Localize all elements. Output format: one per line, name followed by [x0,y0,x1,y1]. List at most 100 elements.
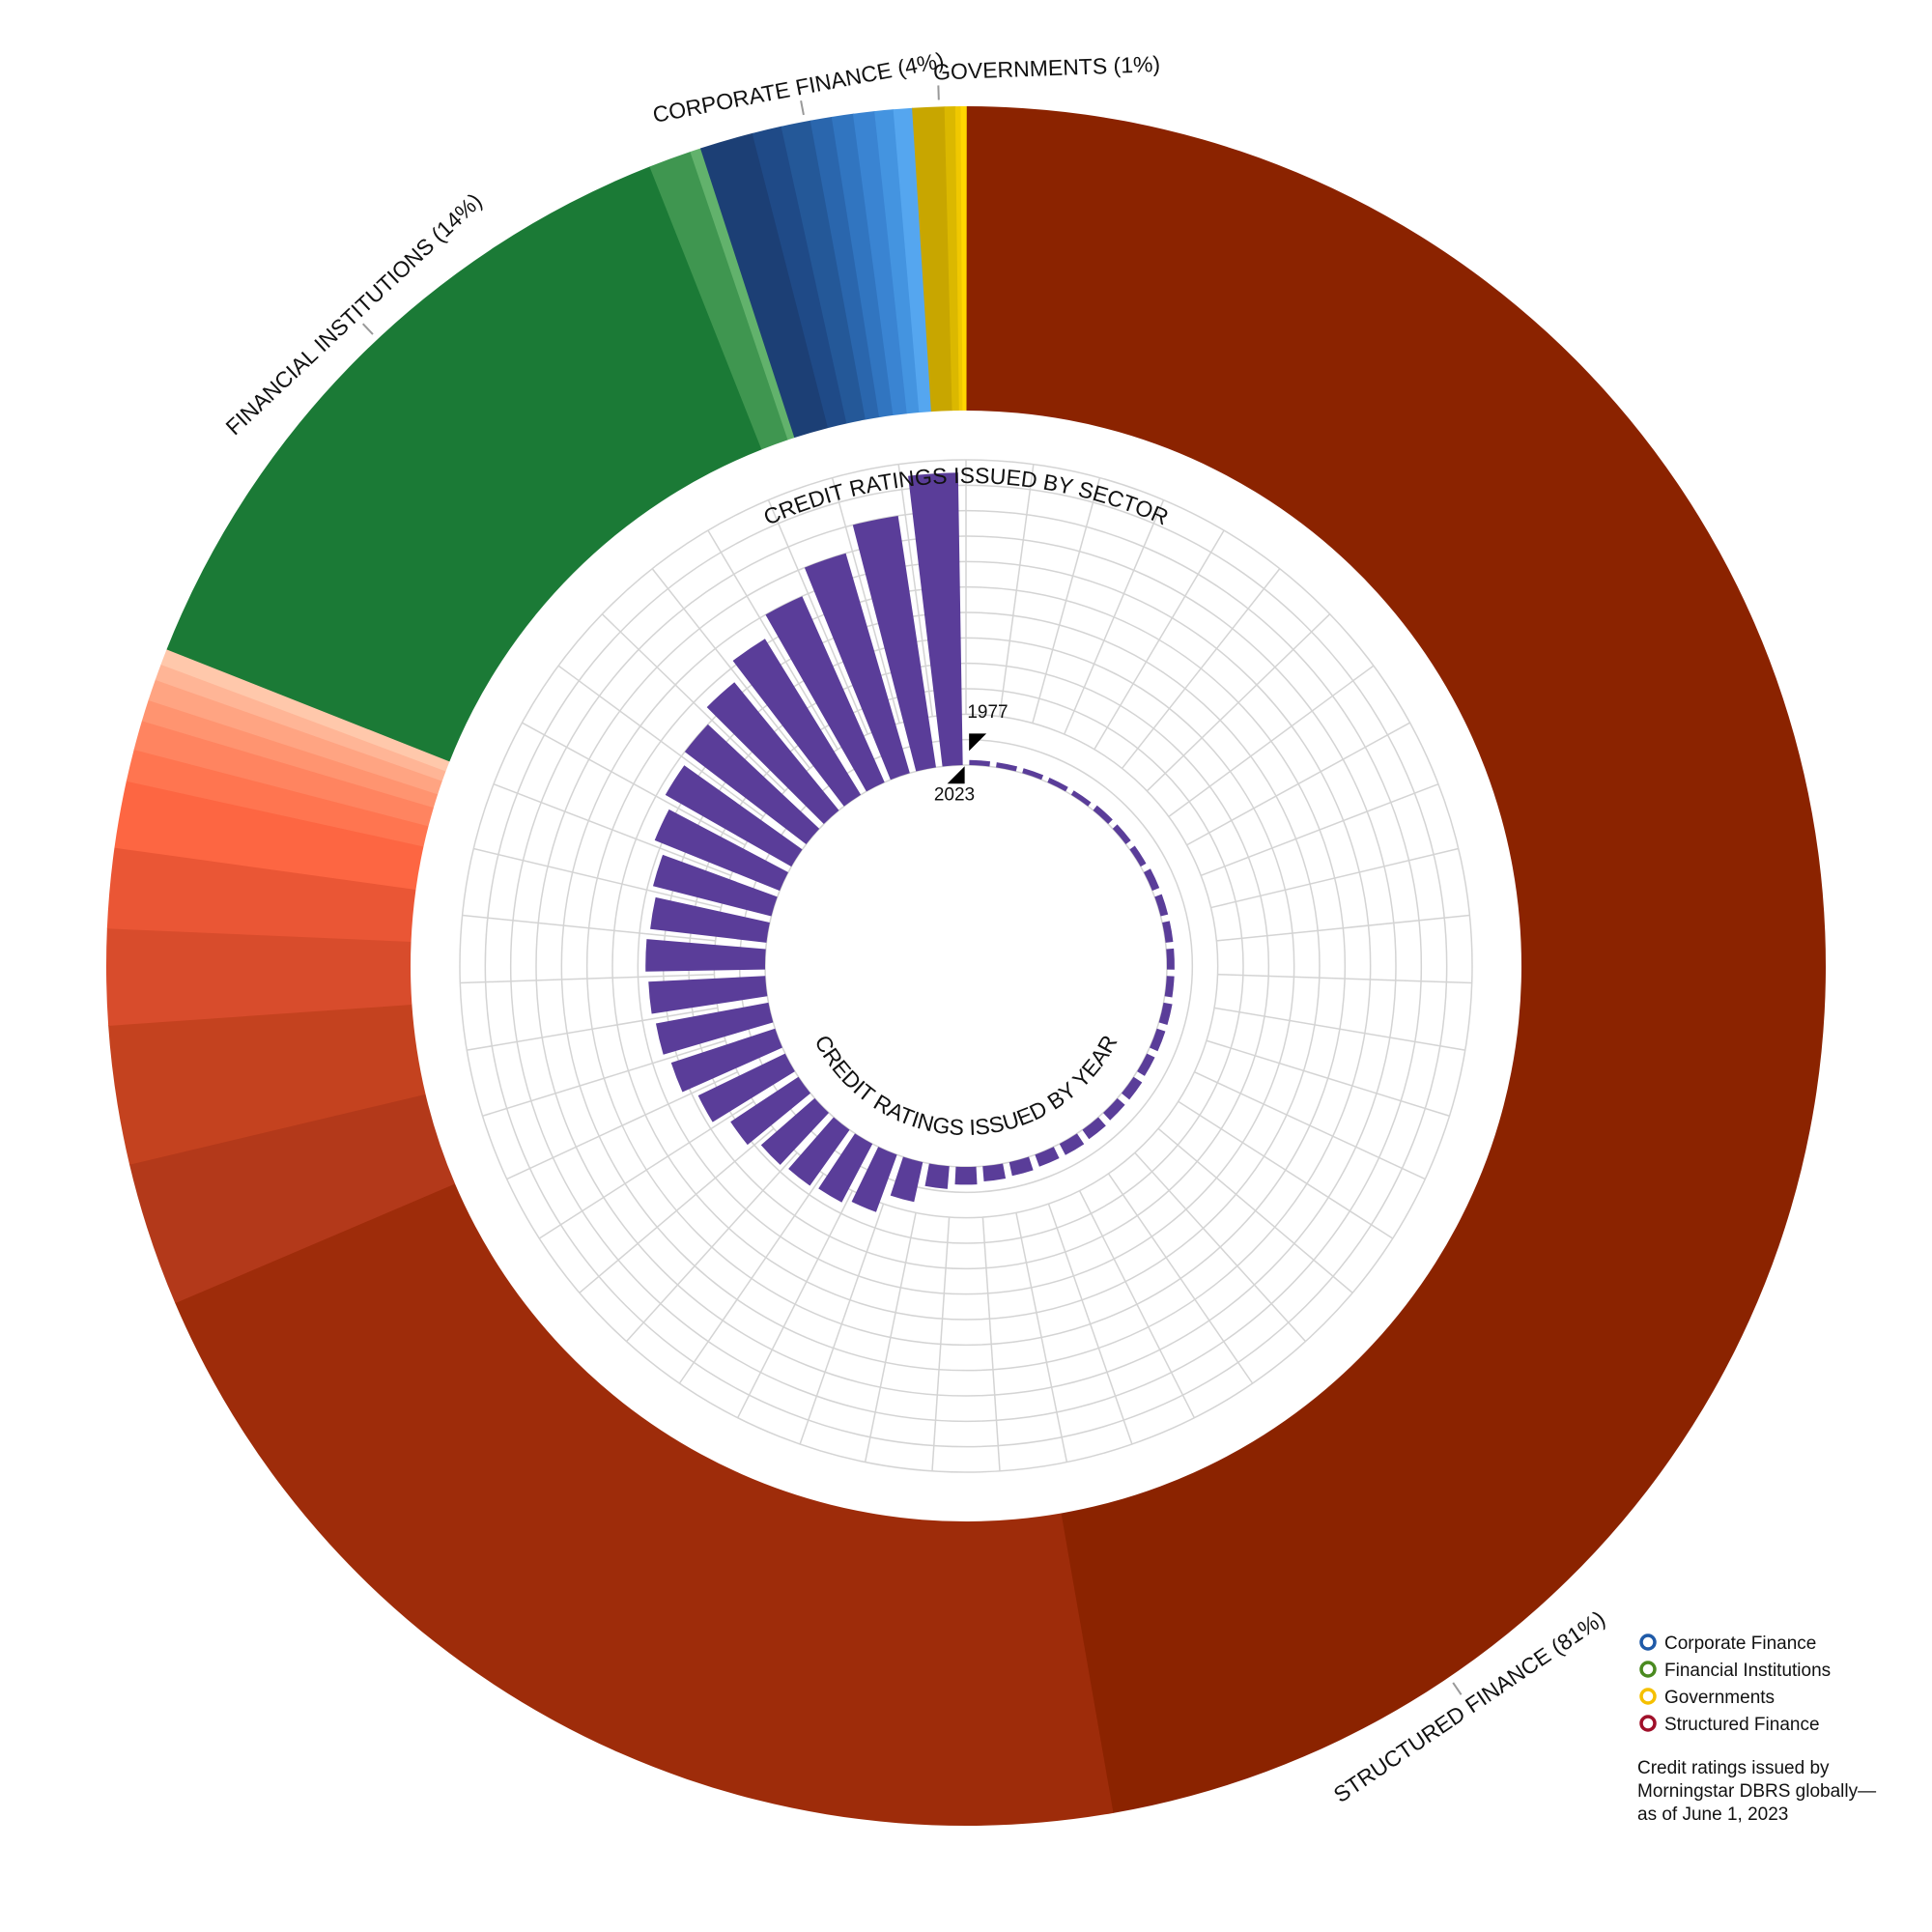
sector-slice [128,1094,456,1304]
year-bar [1129,845,1147,867]
year-marker [969,733,987,752]
grid-spoke [625,1151,798,1343]
grid-spoke [1210,847,1459,909]
year-bar [969,759,991,767]
year-bar [1154,894,1169,917]
grid-spoke [1078,1190,1195,1419]
grid-spoke [799,1203,885,1445]
grid-spoke [737,1190,854,1419]
grid-spoke [1206,1039,1450,1117]
sector-ring: STRUCTURED FINANCE (81%)FINANCIAL INSTIT… [106,47,1827,1827]
year-bar [670,1028,782,1093]
year-bar [1164,976,1175,998]
year-title-text: CREDIT RATINGS ISSUED BY YEAR [810,1031,1122,1140]
grid-spoke [473,847,722,909]
grid-spoke [1121,568,1281,769]
grid-spoke [1047,1203,1133,1445]
sector-slice [133,720,434,827]
year-bar [1121,1076,1143,1100]
year-title: CREDIT RATINGS ISSUED BY YEAR [810,1031,1122,1140]
grid-ring [764,764,1168,1168]
note: Credit ratings issued by [1637,1758,1830,1778]
sector-slice [781,120,867,424]
year-bar [645,939,766,972]
year-marker [947,766,965,784]
year-bar [1059,1133,1085,1155]
year-bar [788,1117,850,1186]
grid-spoke [831,477,900,724]
sector-slice [960,106,967,412]
sector-slice [649,151,788,450]
sector-slice [690,148,795,440]
year-bar [996,762,1018,772]
grid-spoke [931,1217,951,1471]
year-bar [1102,1097,1125,1121]
year-bar [706,682,839,825]
sector-slice [699,132,829,439]
year-bar [924,1163,950,1189]
grid-spoke [981,1217,1001,1471]
year-bar [851,1147,897,1212]
sector-slice [106,846,416,942]
year-bar [730,1076,811,1146]
sector-slice [141,699,439,809]
year-bar [1158,1002,1173,1026]
legend-label: Corporate Finance [1664,1634,1816,1654]
legend: Corporate Finance Financial Institutions G… [1637,1634,1876,1825]
grid-spoke [1032,477,1101,724]
legend-swatch [1639,1634,1657,1651]
year-bar [1166,948,1175,970]
grid-spoke [1178,1100,1394,1239]
sector-slice [944,106,960,412]
grid-spoke [557,665,764,817]
grid-spoke [1213,1007,1465,1051]
year-bar [765,596,885,792]
legend-label: Structured Finance [1664,1715,1820,1735]
grid-spoke [506,1071,738,1180]
sector-tick [800,99,805,116]
legend-label: Governments [1664,1688,1775,1708]
grid-spoke [1064,499,1165,735]
sector-slice [108,1004,426,1165]
year-chart: 1977 2023 [459,459,1473,1473]
year-bar [684,724,820,844]
grid-spoke [462,914,716,942]
year-bar [890,1156,923,1203]
grid-spoke [1157,1127,1353,1293]
year-bar [1035,1147,1060,1167]
grid-spoke [864,1212,917,1463]
year-bar [1082,1117,1106,1140]
grid-spoke [579,1127,775,1293]
year-bar [732,639,862,807]
sector-tick [361,323,374,335]
grid-spoke [1168,665,1375,817]
year-bar [1070,790,1092,807]
year-bar [852,515,936,772]
year-bar [760,1097,830,1165]
note: as of June 1, 2023 [1637,1804,1788,1825]
grid-spoke [999,464,1035,717]
year-bar [1143,868,1160,892]
grid-spoke [707,529,838,751]
grid-spoke [897,464,933,717]
year-bar [650,896,770,943]
grid-spoke [601,613,786,792]
sector-tick [1452,1682,1463,1695]
year-label: 2023 [934,784,975,805]
legend-swatch [1639,1715,1657,1732]
grid-spoke [1217,973,1472,984]
sector-label: GOVERNMENTS (1%) [933,51,1161,85]
sector-slice [114,780,424,890]
year-bar [1112,824,1131,844]
sector-slice [912,106,953,412]
sector-slice [752,126,847,429]
year-bar [1137,1053,1155,1076]
year-bar [982,1163,1007,1182]
sector-slice [874,109,920,414]
sector-slice [126,749,429,847]
grid-spoke [482,1039,726,1117]
year-bar [1162,921,1174,943]
year-bar [1047,778,1068,792]
grid-spoke [1200,782,1439,877]
sector-slice [852,110,908,415]
